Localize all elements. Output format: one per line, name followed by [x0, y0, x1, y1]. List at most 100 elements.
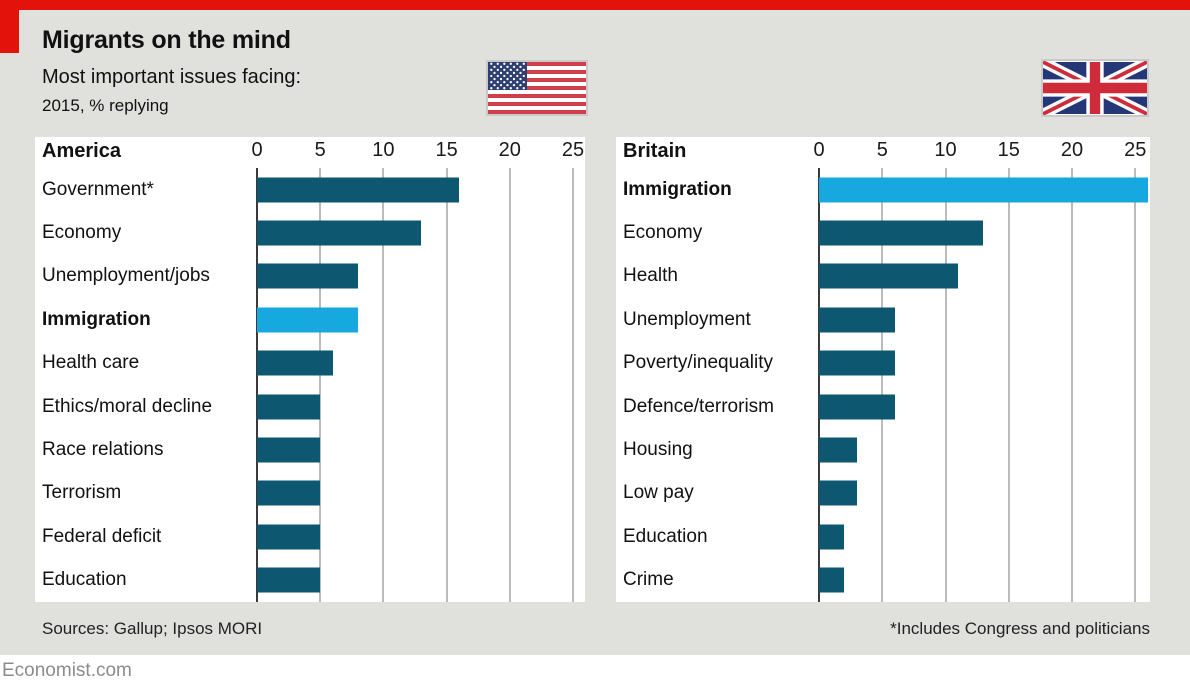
category-label-defence-terrorism: Defence/terrorism — [623, 395, 774, 417]
top-red-rule — [0, 0, 1190, 10]
x-axis-tick-label: 5 — [314, 139, 326, 161]
chart-row-immigration: Immigration — [35, 298, 585, 341]
gridline — [319, 168, 322, 602]
category-label-unemployment-jobs: Unemployment/jobs — [42, 265, 210, 287]
us-flag-icon — [486, 60, 588, 116]
chart-row-poverty-inequality: Poverty/inequality — [616, 342, 1150, 385]
bar-race-relations — [257, 437, 321, 463]
america-panel-header: America 0 5 10 15 20 25 — [35, 137, 585, 168]
category-label-immigration: Immigration — [623, 178, 732, 200]
category-label-education: Education — [623, 525, 708, 547]
category-label-government: Government* — [42, 178, 154, 200]
chart-row-defence-terrorism: Defence/terrorism — [616, 385, 1150, 428]
x-axis-tick-label: 15 — [435, 139, 458, 161]
bar-health-care — [257, 350, 333, 376]
gridline — [881, 168, 884, 602]
britain-panel-header: Britain 0 5 10 15 20 25 — [616, 137, 1150, 168]
category-label-low-pay: Low pay — [623, 482, 694, 504]
america-plot-area: Government* Economy Unemployment/jobs Immig… — [35, 168, 585, 602]
x-axis-tick-label: 0 — [813, 139, 825, 161]
gridline — [944, 168, 947, 602]
bar-defence-terrorism — [819, 394, 895, 420]
britain-plot-area: Immigration Economy Health Unemployment Pove… — [616, 168, 1150, 602]
chart-row-education: Education — [616, 515, 1150, 558]
bar-poverty-inequality — [819, 350, 895, 376]
gridline — [382, 168, 385, 602]
chart-row-low-pay: Low pay — [616, 472, 1150, 515]
category-label-poverty-inequality: Poverty/inequality — [623, 352, 773, 374]
chart-row-federal-deficit: Federal deficit — [35, 515, 585, 558]
chart-row-race-relations: Race relations — [35, 428, 585, 471]
gridline — [508, 168, 511, 602]
category-label-race-relations: Race relations — [42, 439, 164, 461]
bar-economy — [257, 220, 422, 246]
bar-unemployment-jobs — [257, 263, 359, 289]
category-label-federal-deficit: Federal deficit — [42, 525, 162, 547]
bar-education — [257, 567, 321, 593]
britain-panel-title: Britain — [623, 140, 687, 162]
chart-row-housing: Housing — [616, 428, 1150, 471]
bar-economy — [819, 220, 984, 246]
chart-row-education: Education — [35, 559, 585, 602]
economist-site-link[interactable]: Economist.com — [2, 660, 132, 681]
bar-terrorism — [257, 480, 321, 506]
chart-subtitle: Most important issues facing: — [42, 66, 301, 88]
x-axis-tick-label: 20 — [1060, 139, 1084, 161]
axis-zero-line — [818, 168, 820, 602]
category-label-economy: Economy — [42, 222, 122, 244]
chart-row-ethics-moral-decline: Ethics/moral decline — [35, 385, 585, 428]
chart-row-economy: Economy — [35, 211, 585, 254]
bar-immigration — [257, 307, 359, 333]
category-label-ethics-moral-decline: Ethics/moral decline — [42, 395, 213, 417]
america-chart-panel: America 0 5 10 15 20 25 Government* Economy Une… — [35, 137, 585, 602]
chart-row-terrorism: Terrorism — [35, 472, 585, 515]
x-axis-tick-label: 25 — [1124, 139, 1147, 161]
chart-row-crime: Crime — [616, 559, 1150, 602]
axis-zero-line — [256, 168, 258, 602]
x-axis-tick-label: 5 — [876, 139, 888, 161]
bar-crime — [819, 567, 845, 593]
category-label-unemployment: Unemployment — [623, 308, 751, 330]
chart-row-immigration: Immigration — [616, 168, 1150, 211]
uk-flag-icon — [1041, 59, 1149, 117]
x-axis-tick-label: 20 — [498, 139, 521, 161]
britain-chart-panel: Britain 0 5 10 15 20 25 Immigration Economy Hea… — [616, 137, 1150, 602]
economist-red-tab — [0, 0, 19, 53]
bar-federal-deficit — [257, 524, 321, 550]
chart-row-health: Health — [616, 255, 1150, 298]
unit-note: 2015, % replying — [42, 96, 169, 115]
bar-low-pay — [819, 480, 857, 506]
bar-government — [257, 177, 460, 203]
gridline — [445, 168, 448, 602]
category-label-terrorism: Terrorism — [42, 482, 122, 504]
gridline — [1071, 168, 1073, 602]
bar-ethics-moral-decline — [257, 394, 321, 420]
category-label-housing: Housing — [623, 439, 693, 461]
category-label-health: Health — [623, 265, 678, 287]
chart-row-unemployment: Unemployment — [616, 298, 1150, 341]
x-axis-tick-label: 10 — [372, 139, 395, 161]
x-axis-tick-label: 25 — [561, 139, 585, 161]
gridline — [572, 168, 574, 602]
bar-immigration — [819, 177, 1148, 203]
chart-row-government: Government* — [35, 168, 585, 211]
chart-row-economy: Economy — [616, 211, 1150, 254]
bar-housing — [819, 437, 857, 463]
gridline — [1007, 168, 1010, 602]
chart-row-unemployment-jobs: Unemployment/jobs — [35, 255, 585, 298]
category-label-health-care: Health care — [42, 352, 140, 374]
us-flag-stars — [490, 62, 525, 90]
gridline — [1134, 168, 1137, 602]
us-flag-stripes — [488, 62, 586, 114]
x-axis-tick-label: 10 — [934, 139, 957, 161]
chart-row-health-care: Health care — [35, 342, 585, 385]
category-label-immigration: Immigration — [42, 308, 151, 330]
asterisk-footnote: *Includes Congress and politicians — [890, 619, 1150, 638]
bar-unemployment — [819, 307, 895, 333]
bar-health — [819, 263, 959, 289]
x-axis-tick-label: 0 — [251, 139, 263, 161]
bar-education — [819, 524, 845, 550]
chart-title: Migrants on the mind — [42, 26, 291, 54]
america-panel-title: America — [42, 140, 121, 162]
